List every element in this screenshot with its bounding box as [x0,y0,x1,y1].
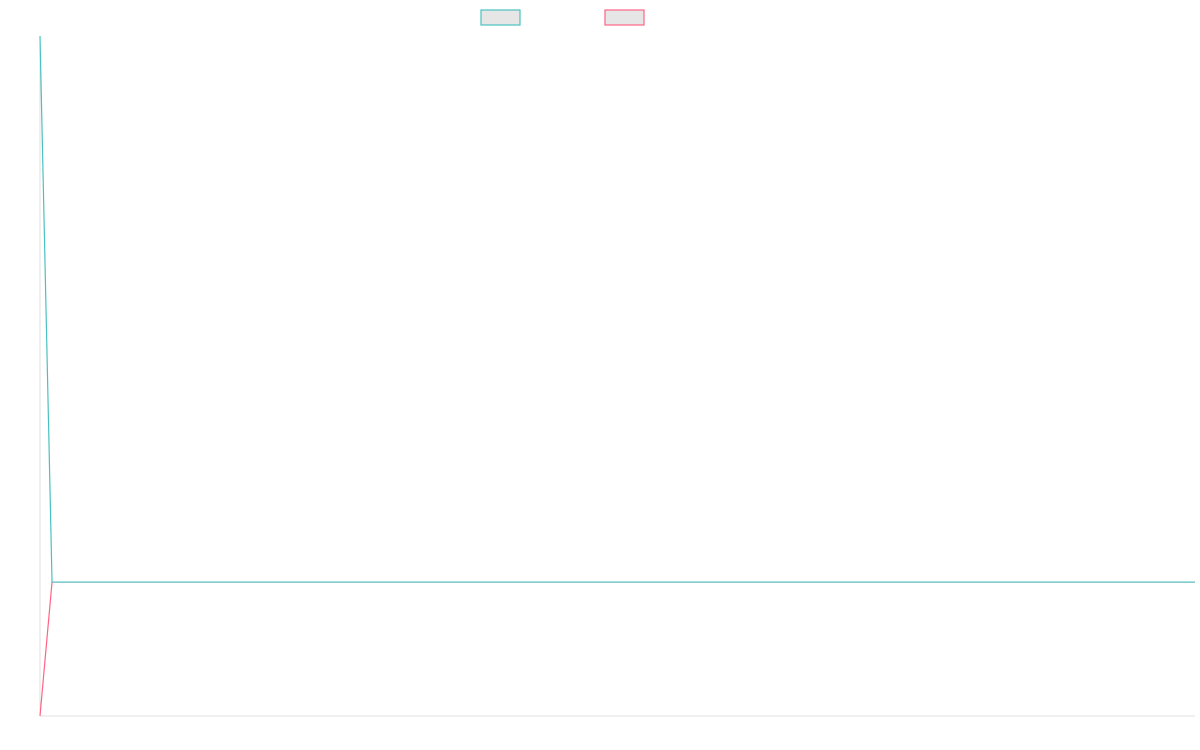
series-line-1 [39,35,1195,583]
legend-swatch-1[interactable] [480,9,521,26]
axes [39,36,1195,717]
legend-swatch-2[interactable] [604,9,645,26]
series-line-2 [39,581,1195,717]
series-group [39,35,1195,717]
legend [480,9,645,26]
